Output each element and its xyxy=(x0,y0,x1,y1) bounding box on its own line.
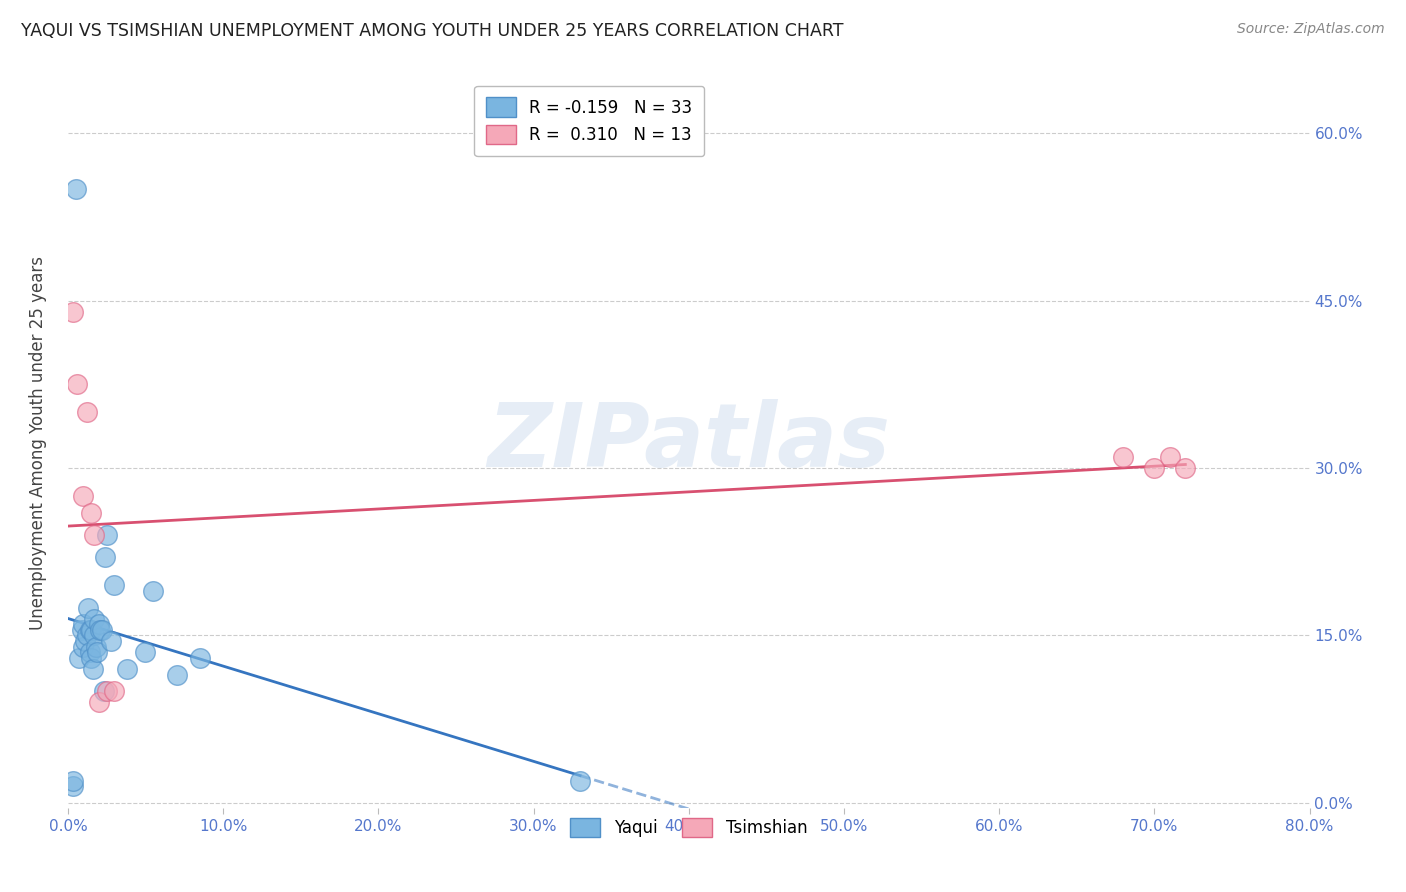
Y-axis label: Unemployment Among Youth under 25 years: Unemployment Among Youth under 25 years xyxy=(30,256,46,630)
Point xyxy=(134,645,156,659)
Point xyxy=(70,623,93,637)
Point xyxy=(66,377,89,392)
Point xyxy=(87,617,110,632)
Point xyxy=(67,650,90,665)
Point xyxy=(80,506,103,520)
Point xyxy=(166,667,188,681)
Point xyxy=(1112,450,1135,464)
Point xyxy=(73,634,96,648)
Point xyxy=(62,773,84,788)
Point xyxy=(93,684,115,698)
Point xyxy=(79,645,101,659)
Point xyxy=(87,695,110,709)
Point xyxy=(115,662,138,676)
Point xyxy=(1143,461,1166,475)
Point xyxy=(86,645,108,659)
Text: Source: ZipAtlas.com: Source: ZipAtlas.com xyxy=(1237,22,1385,37)
Point xyxy=(76,628,98,642)
Point xyxy=(142,583,165,598)
Point xyxy=(1174,461,1197,475)
Point xyxy=(94,550,117,565)
Point xyxy=(96,684,118,698)
Point xyxy=(80,623,103,637)
Point xyxy=(83,612,105,626)
Point xyxy=(1159,450,1181,464)
Text: YAQUI VS TSIMSHIAN UNEMPLOYMENT AMONG YOUTH UNDER 25 YEARS CORRELATION CHART: YAQUI VS TSIMSHIAN UNEMPLOYMENT AMONG YO… xyxy=(21,22,844,40)
Point xyxy=(79,623,101,637)
Point xyxy=(76,405,98,419)
Point xyxy=(82,662,104,676)
Point xyxy=(77,600,100,615)
Point xyxy=(72,640,94,654)
Point xyxy=(83,628,105,642)
Point xyxy=(84,640,107,654)
Point xyxy=(62,779,84,793)
Point xyxy=(188,650,211,665)
Point xyxy=(62,305,84,319)
Point xyxy=(72,489,94,503)
Point xyxy=(103,578,125,592)
Text: ZIPatlas: ZIPatlas xyxy=(488,400,890,486)
Point xyxy=(89,623,111,637)
Point xyxy=(91,623,114,637)
Point xyxy=(96,528,118,542)
Point xyxy=(72,617,94,632)
Legend: Yaqui, Tsimshian: Yaqui, Tsimshian xyxy=(564,812,814,844)
Point xyxy=(569,773,592,788)
Point xyxy=(83,528,105,542)
Point xyxy=(103,684,125,698)
Point xyxy=(80,650,103,665)
Point xyxy=(100,634,122,648)
Point xyxy=(65,182,87,196)
